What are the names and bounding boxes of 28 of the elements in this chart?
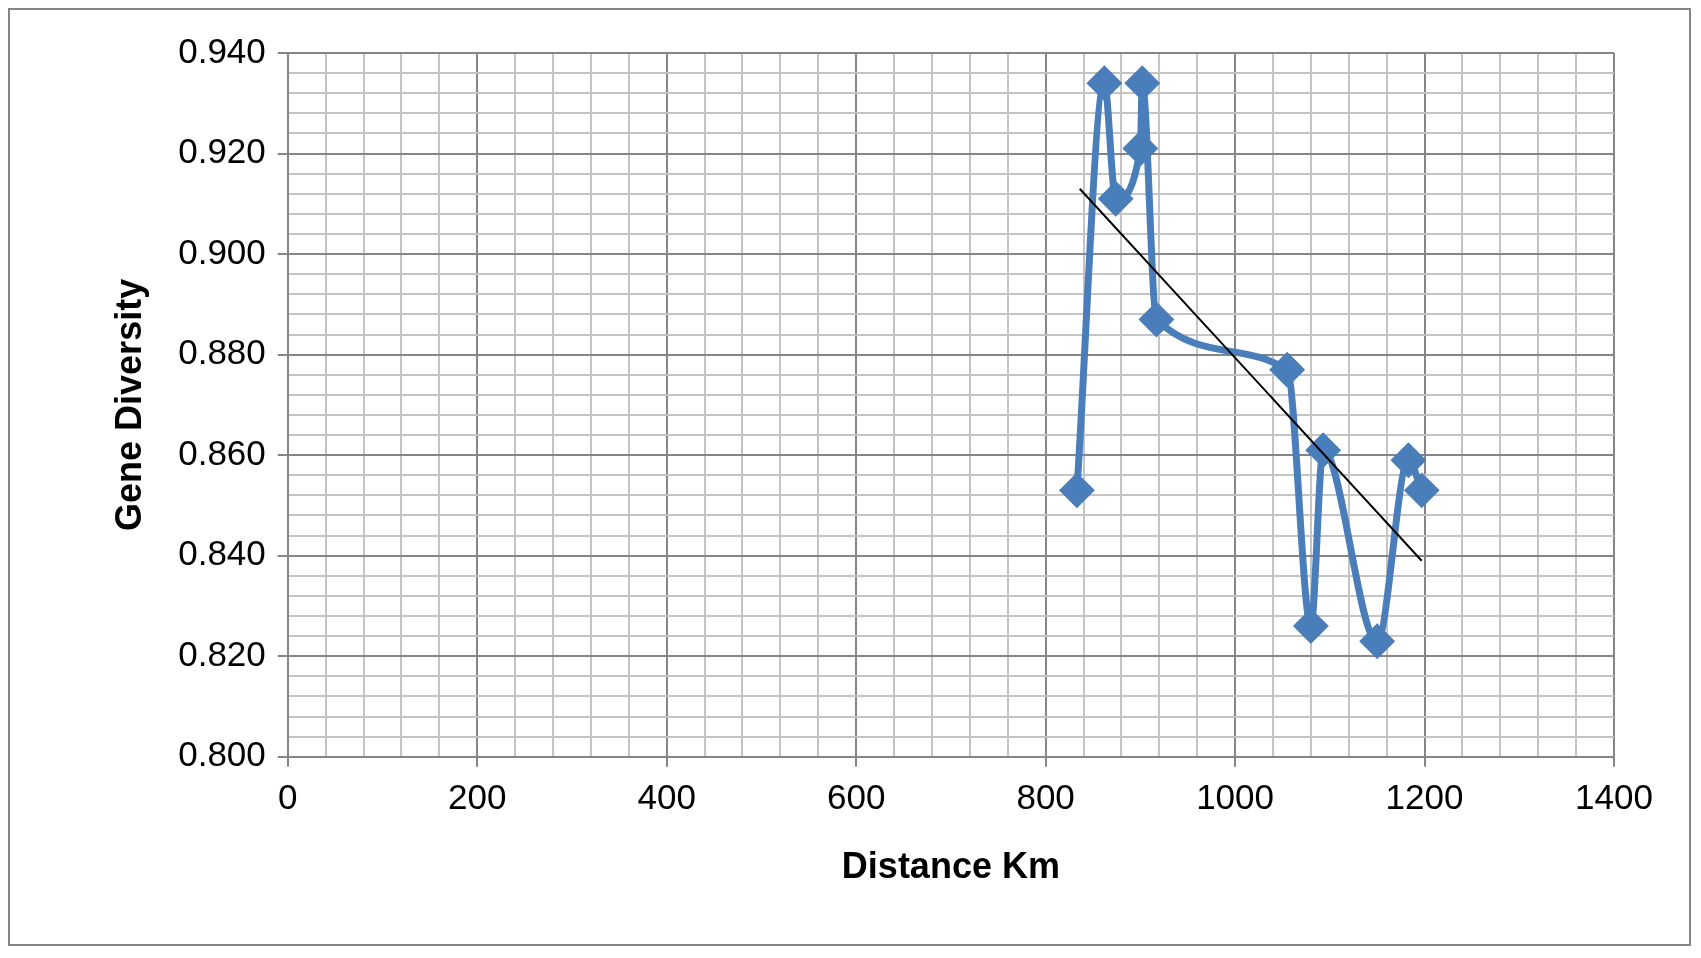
y-tick-label: 0.920 — [178, 131, 266, 171]
x-tick-label: 600 — [826, 777, 886, 817]
point — [1125, 66, 1159, 100]
point — [1360, 624, 1394, 658]
x-axis-title: Distance Km — [841, 845, 1060, 887]
x-tick-label: 1400 — [1575, 777, 1653, 817]
point — [1391, 443, 1425, 477]
point — [1060, 473, 1094, 507]
y-tick-label: 0.860 — [178, 432, 266, 472]
point — [1139, 302, 1173, 336]
y-tick-label: 0.940 — [178, 30, 266, 70]
point — [1270, 353, 1304, 387]
y-axis-title: Gene Diversity — [107, 278, 149, 531]
x-tick-label: 1200 — [1385, 777, 1464, 817]
y-tick-label: 0.820 — [178, 633, 266, 673]
point — [1099, 182, 1133, 216]
point — [1405, 473, 1439, 507]
x-tick-label: 800 — [1016, 777, 1075, 817]
x-tick-label: 0 — [278, 777, 298, 817]
point — [1087, 66, 1121, 100]
y-tick-label: 0.840 — [178, 533, 266, 573]
x-tick-label: 1000 — [1196, 777, 1275, 817]
x-tick-label: 400 — [637, 777, 696, 817]
point — [1123, 132, 1157, 166]
y-tick-label: 0.800 — [178, 734, 266, 774]
x-tick-label: 200 — [448, 777, 507, 817]
y-tick-label: 0.880 — [178, 332, 266, 372]
y-tick-label: 0.900 — [178, 231, 266, 271]
